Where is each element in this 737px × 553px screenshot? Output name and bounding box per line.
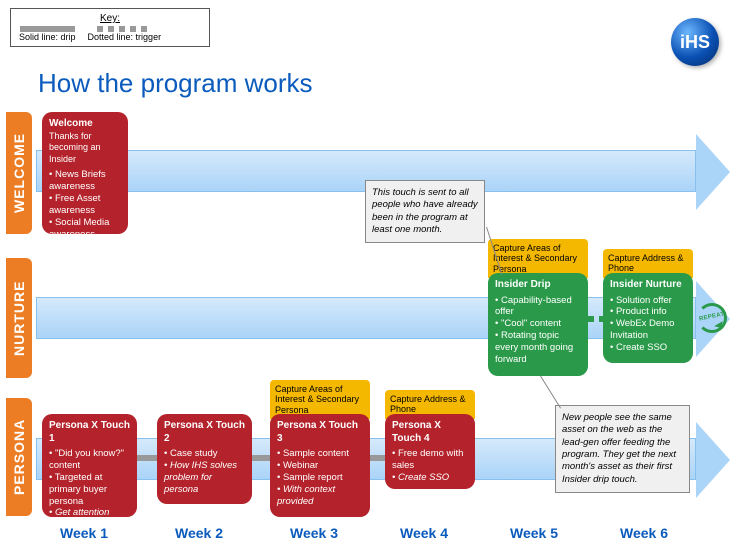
callout-bottom: New people see the same asset on the web… xyxy=(555,405,690,493)
persona-touch-2: Persona X Touch 2 Case study How IHS sol… xyxy=(157,414,252,504)
lane-welcome-label: WELCOME xyxy=(6,112,32,234)
week-1: Week 1 xyxy=(60,525,108,541)
persona-touch-4: Persona X Touch 4 Free demo with sales C… xyxy=(385,414,475,489)
week-3: Week 3 xyxy=(290,525,338,541)
lane-nurture-label: NURTURE xyxy=(6,258,32,378)
legend-solid: Solid line: drip xyxy=(19,26,76,42)
conn-p1-p2 xyxy=(137,455,157,461)
week-5: Week 5 xyxy=(510,525,558,541)
week-6: Week 6 xyxy=(620,525,668,541)
welcome-arrow-head xyxy=(696,134,730,210)
legend-box: Key: Solid line: drip Dotted line: trigg… xyxy=(10,8,210,47)
callout-top: This touch is sent to all people who hav… xyxy=(365,180,485,243)
insider-nurture-card: Insider Nurture Solution offer Product i… xyxy=(603,273,693,363)
page-title: How the program works xyxy=(38,68,313,99)
callout-bottom-line xyxy=(540,376,561,409)
ihs-logo: iHS xyxy=(671,18,719,66)
week-4: Week 4 xyxy=(400,525,448,541)
lane-persona-label: PERSONA xyxy=(6,398,32,516)
week-2: Week 2 xyxy=(175,525,223,541)
persona-touch-1: Persona X Touch 1 "Did you know?" conten… xyxy=(42,414,137,517)
insider-drip-card: Insider Drip Capability-based offer "Coo… xyxy=(488,273,588,376)
legend-dotted: Dotted line: trigger xyxy=(88,26,162,42)
legend-title: Key: xyxy=(19,13,201,24)
nurture-dotted-connector xyxy=(588,316,603,322)
persona-touch-3: Persona X Touch 3 Sample content Webinar… xyxy=(270,414,370,517)
welcome-card: Welcome Thanks for becoming an Insider N… xyxy=(42,112,128,234)
persona-arrow-head xyxy=(696,422,730,498)
conn-p2-p3 xyxy=(252,455,270,461)
conn-p3-p4 xyxy=(370,455,385,461)
